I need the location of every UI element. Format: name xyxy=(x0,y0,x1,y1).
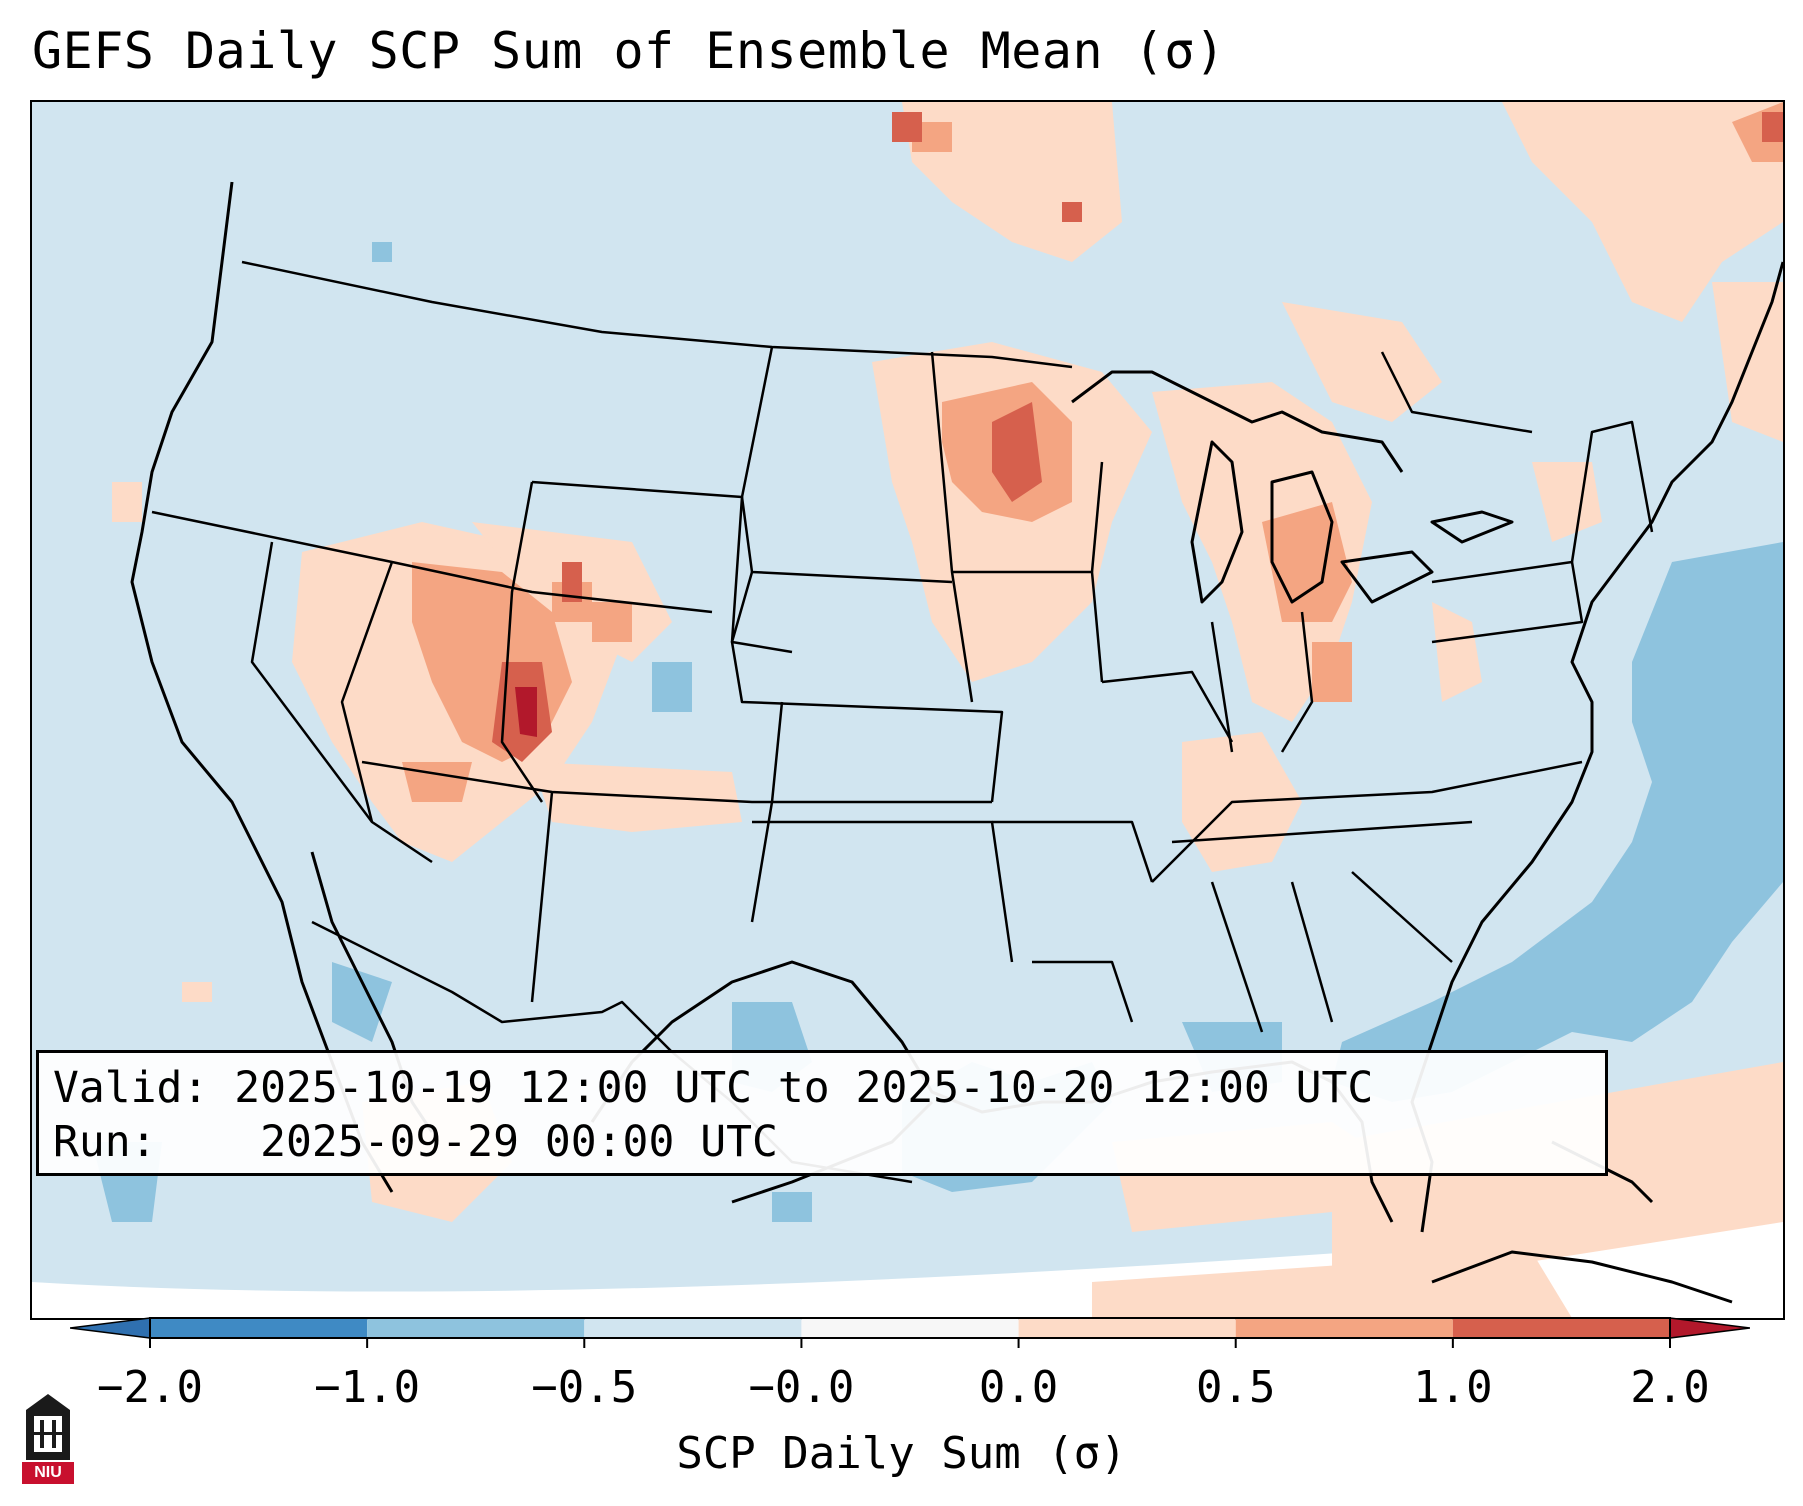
colorbar-tick-label: −2.0 xyxy=(97,1362,203,1413)
valid-label: Valid: xyxy=(53,1063,209,1113)
colorbar-label: SCP Daily Sum (σ) xyxy=(676,1428,1127,1479)
colorbar-tick-label: 1.0 xyxy=(1413,1362,1493,1413)
logo-text: NIU xyxy=(34,1464,62,1481)
colorbar-tick-label: −0.0 xyxy=(748,1362,855,1413)
run-label: Run: xyxy=(53,1117,157,1167)
colorbar-segment xyxy=(801,1318,1019,1338)
valid-run-infobox: Valid: 2025-10-19 12:00 UTC to 2025-10-2… xyxy=(36,1050,1608,1176)
colorbar-segment xyxy=(150,1318,368,1338)
valid-value: 2025-10-19 12:00 UTC to 2025-10-20 12:00… xyxy=(234,1063,1374,1113)
colorbar-tick-label: −1.0 xyxy=(314,1362,421,1413)
colorbar-segment xyxy=(367,1318,585,1338)
run-value: 2025-09-29 00:00 UTC xyxy=(260,1117,778,1167)
borders xyxy=(151,260,1654,1184)
colorbar-tick-label: 0.5 xyxy=(1195,1362,1276,1413)
colorbar-segment xyxy=(584,1318,802,1338)
colorbar-segment xyxy=(1018,1318,1236,1338)
map-title: GEFS Daily SCP Sum of Ensemble Mean (σ) xyxy=(32,22,1226,80)
colorbar-segment xyxy=(1452,1318,1670,1338)
colorbar-tick-label: −0.5 xyxy=(531,1362,638,1413)
colorbar-frame xyxy=(149,1317,1671,1339)
anomaly-positive-max xyxy=(515,687,537,737)
colorbar-extend-right xyxy=(1669,1317,1750,1339)
colorbar-extend-left xyxy=(70,1317,151,1339)
colorbar-tick-label: 2.0 xyxy=(1630,1362,1710,1413)
colorbar-segment xyxy=(1235,1318,1453,1338)
colorbar-tick-label: 0.0 xyxy=(978,1362,1059,1413)
coastlines xyxy=(130,181,1783,1304)
colorbar xyxy=(70,1317,1750,1348)
niu-tower-logo-icon: NIU xyxy=(20,1390,76,1486)
